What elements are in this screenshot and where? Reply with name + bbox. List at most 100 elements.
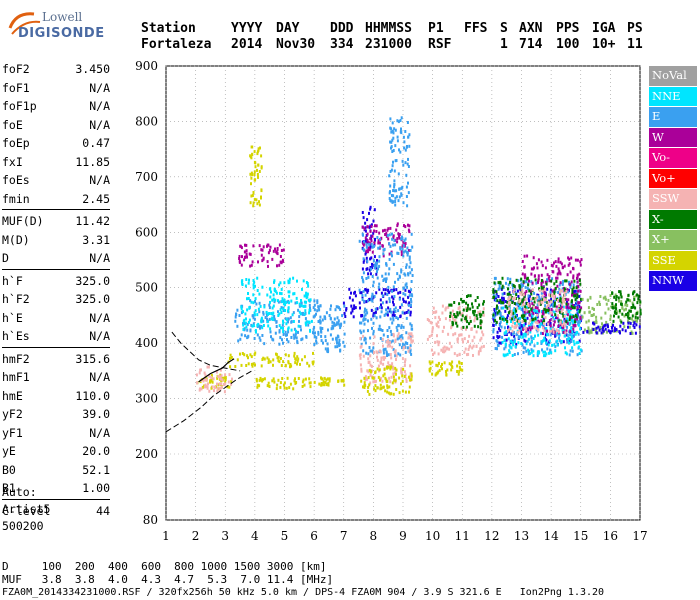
data-point [268, 317, 271, 321]
data-point [620, 295, 623, 299]
data-point [428, 360, 431, 364]
data-point [389, 170, 392, 173]
data-point [566, 319, 569, 323]
data-point [397, 172, 400, 176]
data-point [359, 329, 362, 333]
data-point [313, 380, 316, 384]
data-point [578, 294, 581, 298]
data-point [240, 305, 243, 309]
param-name: D [2, 251, 9, 265]
data-point [380, 358, 383, 362]
data-point [580, 258, 583, 262]
data-point [242, 323, 245, 327]
data-point [583, 311, 586, 315]
data-point [202, 379, 205, 383]
data-point [426, 318, 429, 321]
data-point [562, 305, 565, 309]
data-point [511, 332, 514, 336]
data-point [269, 360, 272, 364]
data-point [548, 339, 551, 343]
data-point [243, 353, 246, 357]
data-point [474, 316, 477, 320]
data-point [552, 289, 555, 293]
data-point [402, 163, 405, 167]
data-point [266, 293, 269, 297]
data-point [325, 382, 328, 386]
data-point [633, 321, 636, 325]
data-point [246, 308, 249, 312]
data-point [227, 380, 230, 384]
data-point [256, 385, 259, 389]
data-point [336, 321, 339, 325]
data-point [379, 378, 381, 382]
data-point [371, 299, 374, 303]
data-point [451, 365, 454, 369]
data-point [246, 354, 249, 358]
data-point [334, 308, 337, 312]
data-point [403, 311, 406, 315]
data-point [593, 322, 596, 326]
data-point [386, 329, 389, 332]
data-point [317, 332, 320, 336]
data-point [281, 338, 283, 342]
data-point [378, 264, 381, 268]
data-point [559, 326, 562, 330]
data-point [394, 306, 397, 310]
data-point [272, 363, 274, 367]
data-point [396, 139, 399, 143]
data-point [248, 278, 250, 282]
data-point [546, 258, 549, 262]
data-point [203, 371, 206, 375]
data-point [394, 200, 397, 203]
data-point [389, 307, 392, 311]
data-point [633, 296, 636, 299]
data-point [576, 258, 579, 262]
data-point [388, 290, 391, 294]
data-point [586, 330, 589, 334]
data-point [615, 298, 618, 302]
data-point [563, 264, 566, 268]
data-point [411, 327, 414, 331]
data-point [468, 322, 470, 326]
data-point [609, 330, 612, 334]
data-point [543, 297, 546, 301]
data-point [269, 245, 272, 249]
data-point [537, 258, 540, 262]
data-point [212, 377, 215, 381]
data-point [496, 311, 499, 315]
data-point [551, 318, 554, 322]
data-point [398, 297, 401, 301]
data-point [574, 324, 577, 328]
data-point [571, 306, 574, 310]
data-point [256, 383, 259, 387]
data-point [518, 319, 521, 323]
data-point [295, 336, 298, 340]
data-point [292, 320, 295, 323]
data-point [404, 249, 407, 253]
param-value: N/A [89, 251, 110, 265]
data-point [279, 308, 282, 312]
data-point [492, 324, 495, 327]
data-point [362, 243, 365, 247]
data-point [527, 337, 530, 341]
data-point [224, 376, 227, 379]
data-point [262, 310, 265, 314]
data-point [497, 306, 499, 310]
data-point [522, 346, 525, 350]
data-point [393, 185, 396, 189]
data-point [493, 314, 496, 318]
data-point [371, 245, 374, 249]
data-point [521, 260, 524, 263]
data-point [275, 250, 278, 254]
data-point [214, 385, 216, 389]
data-point [390, 375, 393, 379]
data-point [495, 322, 497, 326]
data-point [267, 361, 270, 364]
data-point [289, 382, 292, 386]
data-point [195, 373, 198, 377]
data-point [286, 376, 289, 380]
data-point [408, 224, 411, 228]
data-point [579, 282, 582, 286]
data-point [518, 324, 521, 328]
data-point [388, 252, 391, 256]
